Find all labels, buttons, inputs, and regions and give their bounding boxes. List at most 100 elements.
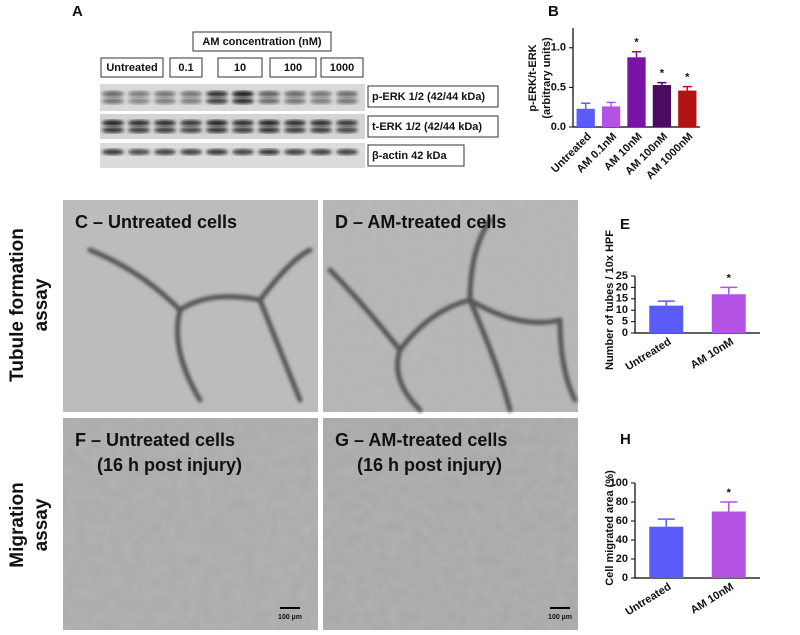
row-label: assay [31,498,52,551]
blot-strip [100,114,365,139]
y-tick-label: 100 [610,477,628,489]
lane-box [320,57,364,78]
micrograph-caption: F – Untreated cells [75,430,235,450]
blot-band [336,98,358,104]
lane-box [169,57,203,78]
blot-band [232,91,254,97]
blot-band [232,120,254,126]
micrograph [63,418,318,630]
blot-band [258,149,280,155]
blot-band [180,149,202,155]
blot-band [232,98,254,104]
y-tick-label: 20 [616,281,628,293]
blot-band [284,91,306,97]
x-tick-label: Untreated [623,581,673,618]
bar [649,305,684,333]
y-tick-label: 15 [616,293,628,305]
lane-label: 10 [234,62,246,74]
blot-band [128,91,150,97]
lane-box [269,57,317,78]
y-axis-label: Cell migrated area (%) [604,470,616,586]
blot-band [154,127,176,133]
y-tick-label: 5 [622,316,628,328]
micrograph-caption: (16 h post injury) [97,455,242,475]
blot-band [310,127,332,133]
blot-band [102,149,124,155]
significance-label: * [685,72,690,84]
blot-band [336,127,358,133]
blot-band [284,98,306,104]
x-tick-label: AM 10nM [689,336,736,372]
y-tick-label: 20 [616,553,628,565]
blot-band [102,120,124,126]
blot-band [128,149,150,155]
lane-label: 0.1 [178,62,193,74]
blot-band [206,91,228,97]
blot-band [102,98,124,104]
y-tick-label: 80 [616,496,628,508]
row-label: Migration [7,482,28,568]
blot-band [336,149,358,155]
y-tick-label: 0 [622,327,628,339]
row-label: assay [31,278,52,331]
band-label: t-ERK 1/2 (42/44 kDa) [372,121,482,133]
micrograph-caption: G – AM-treated cells [335,430,507,450]
band-label: p-ERK 1/2 (42/44 kDa) [372,91,485,103]
blot-band [258,120,280,126]
y-tick-label: 0.5 [551,81,566,93]
panel-letter: A [72,3,83,20]
bar [711,294,746,333]
band-box [367,144,465,167]
y-axis-label: p-ERK/t-ERK [527,44,539,111]
blot-band [180,91,202,97]
bar [601,106,621,127]
bar [576,108,595,127]
micrograph-caption: (16 h post injury) [357,455,502,475]
blot-band [232,149,254,155]
significance-label: * [634,37,639,49]
blot-band [310,91,332,97]
y-axis-label: Number of tubes / 10x HPF [604,230,616,370]
blot-strip [100,84,365,111]
x-tick-label: AM 10nM [689,581,736,617]
blot-band [154,98,176,104]
significance-label: * [727,272,732,284]
blot-band [154,120,176,126]
y-tick-label: 10 [616,304,628,316]
band-box [367,115,499,138]
blot-band [336,120,358,126]
micrograph-caption: C – Untreated cells [75,212,237,232]
lane-label: 100 [284,62,302,74]
blot-band [284,149,306,155]
y-axis-label: (arbitrary units) [541,37,553,119]
blot-band [102,91,124,97]
y-tick-label: 0.0 [551,121,566,133]
blot-band [258,127,280,133]
significance-label: * [727,487,732,499]
lane-label: 1000 [330,62,354,74]
band-label: β-actin 42 kDa [372,150,447,162]
blot-band [336,91,358,97]
bar [627,57,646,127]
panel-letter: B [548,3,559,20]
y-tick-label: 40 [616,534,628,546]
y-tick-label: 0 [622,572,628,584]
blot-band [154,149,176,155]
micrograph-caption: D – AM-treated cells [335,212,506,232]
x-tick-label: Untreated [623,336,673,373]
blot-band [180,127,202,133]
header-box [192,31,332,52]
blot-band [258,98,280,104]
tube [327,217,578,413]
blot-strip [100,143,365,168]
blot-band [310,98,332,104]
blot-band [232,127,254,133]
bar [711,511,746,578]
scale-bar-label: 100 µm [278,614,302,621]
row-label: Tubule formation [7,228,28,382]
blot-band [284,120,306,126]
blot-band [128,127,150,133]
blot-band [310,149,332,155]
blot [100,84,365,168]
